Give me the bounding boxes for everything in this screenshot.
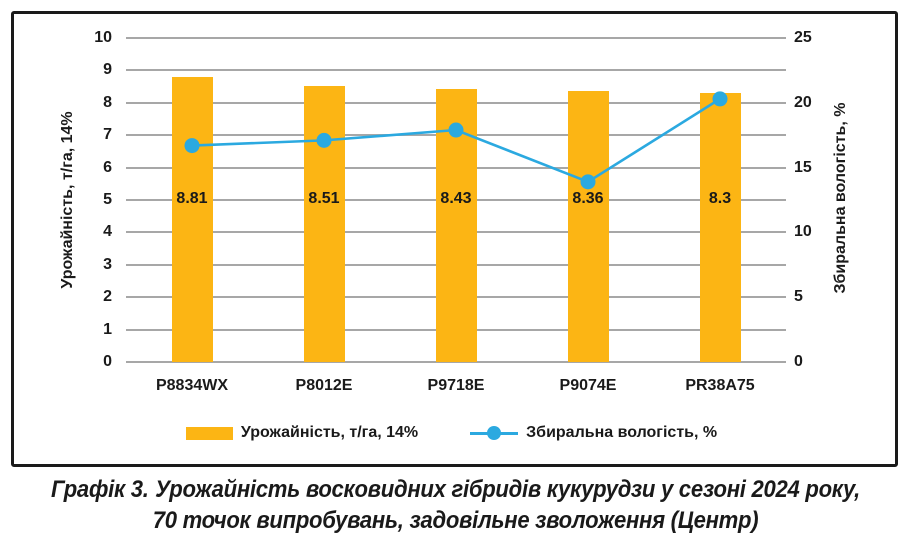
- legend-item-yield: Урожайність, т/га, 14%: [185, 424, 419, 442]
- line-series: [184, 91, 728, 190]
- bar-value-label: 8.36: [572, 190, 604, 207]
- caption-prefix: Графік 3.: [50, 476, 149, 503]
- moisture-point-marker: [316, 132, 332, 148]
- bar: [699, 93, 741, 362]
- left-tick-label: 3: [103, 255, 112, 273]
- left-tick-label: 6: [103, 158, 112, 176]
- gridline: [126, 69, 786, 72]
- right-tick-label: 25: [794, 29, 812, 46]
- x-category-label: P8834WX: [155, 377, 229, 394]
- right-tick-label: 10: [794, 223, 812, 241]
- moisture-point-marker: [712, 91, 728, 107]
- yield-legend-label: Урожайність, т/га, 14%: [240, 424, 419, 441]
- x-category-label: P9718E: [427, 377, 485, 394]
- caption-line-1: Графік 3. Урожайність восковидних гібриді…: [36, 474, 874, 505]
- left-tick-label: 1: [103, 320, 112, 338]
- bar: [567, 91, 609, 362]
- x-category-label: P8012E: [295, 377, 353, 394]
- legend-item-moisture: Збиральна вологість, %: [470, 424, 717, 442]
- gridline: [126, 361, 786, 363]
- legend-line-marker-icon: [487, 426, 502, 440]
- bar: [303, 86, 345, 362]
- left-tick-label: 7: [103, 126, 112, 144]
- gridline: [126, 37, 786, 39]
- right-tick-label: 15: [794, 158, 812, 176]
- moisture-point-marker: [580, 174, 596, 190]
- moisture-line: [191, 97, 721, 184]
- moisture-legend-label: Збиральна вологість, %: [526, 424, 718, 441]
- x-category-label: P9074E: [559, 377, 617, 394]
- right-tick-label: 20: [794, 93, 812, 111]
- right-tick-label: 5: [794, 288, 803, 306]
- left-tick-label: 10: [94, 29, 112, 46]
- bar-value-label: 8.51: [308, 190, 340, 207]
- right-axis-title: Збиральна вологість, %: [832, 102, 849, 294]
- yield-legend-swatch: [185, 426, 233, 440]
- chart-legend: Урожайність, т/га, 14% Збиральна вологіс…: [11, 419, 892, 447]
- bar-value-label: 8.43: [440, 190, 472, 207]
- left-tick-label: 8: [103, 93, 112, 111]
- moisture-legend-swatch: [470, 426, 519, 440]
- bar-value-label: 8.3: [708, 190, 732, 207]
- right-tick-label: 0: [794, 353, 803, 370]
- left-tick-label: 4: [103, 223, 112, 241]
- left-tick-label: 0: [103, 353, 112, 370]
- chart-caption: Графік 3. Урожайність восковидних гібриді…: [36, 474, 874, 536]
- left-tick-label: 5: [103, 191, 112, 208]
- bar: [171, 76, 213, 362]
- moisture-point-marker: [448, 122, 464, 138]
- left-tick-label: 2: [103, 288, 112, 306]
- caption-title-text: Урожайність восковидних гібридів кукуруд…: [155, 476, 861, 503]
- moisture-point-marker: [184, 138, 200, 154]
- left-tick-label: 9: [103, 61, 112, 79]
- caption-line-2: 70 точок випробувань, задовільне зволоже…: [152, 507, 759, 534]
- x-category-label: PR38A75: [685, 377, 755, 394]
- bar-value-label: 8.81: [176, 190, 208, 207]
